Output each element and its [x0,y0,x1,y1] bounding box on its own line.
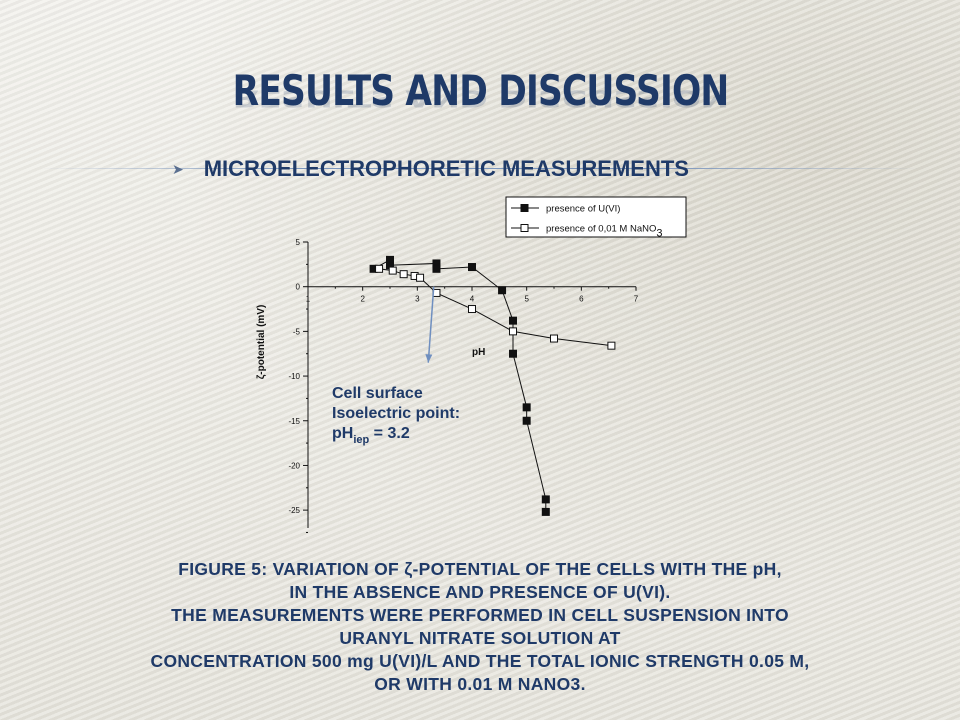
slide-title: RESULTS AND DISCUSSION [232,66,730,115]
data-point-filled [509,349,517,358]
section-heading: MICROELECTROPHORETIC MEASUREMENTS [203,156,689,181]
y-tick-label: -20 [288,461,300,470]
x-tick-label: 4 [470,295,475,304]
x-tick-label: 3 [415,295,420,304]
data-point-open [550,334,558,343]
chevron-right-icon: ➤ [172,160,184,177]
y-tick-label: 5 [296,238,301,247]
y-tick-label: -25 [288,506,300,515]
x-tick-label: 6 [579,295,584,304]
annotation-subscript: iep [353,434,369,446]
data-point-open [607,341,616,350]
annotation-value: pHiep = 3.2 [332,425,410,446]
x-tick-label: 7 [634,295,639,304]
annotation-text: Cell surface [332,385,423,402]
data-point-filled [468,263,476,272]
figure-caption: FIGURE 5: VARIATION OF ζ-POTENTIAL OF TH… [60,558,900,696]
data-point-open [468,305,476,314]
data-point-filled [541,495,550,504]
caption-line: CONCENTRATION 500 mg U(VI)/L AND THE TOT… [150,651,810,671]
annotation-value-suffix: = 3.2 [369,425,410,442]
series-line-2 [379,268,612,347]
x-tick-label: 5 [524,295,529,304]
y-tick-label: -5 [293,327,301,336]
data-point-filled [509,316,517,325]
y-tick-label: -10 [288,372,300,381]
legend-label: presence of U(VI) [546,204,620,215]
data-point-open [375,264,384,273]
data-point-open [509,327,517,336]
x-axis-title: pH [472,347,485,358]
legend-marker [520,224,529,232]
caption-line: IN THE ABSENCE AND PRESENCE OF U(VI). [289,582,671,602]
data-point-filled [522,403,531,412]
title-area: RESULTS AND DISCUSSION RESULTS AND DISCU… [0,60,960,170]
data-point-open [416,273,425,282]
data-point-filled [522,416,531,425]
annotation-arrow-line [427,286,435,363]
caption-line: URANYL NITRATE SOLUTION AT [339,628,621,648]
caption-line: FIGURE 5: VARIATION OF ζ-POTENTIAL OF TH… [178,559,782,579]
caption-line: THE MEASUREMENTS WERE PERFORMED IN CELL … [171,605,789,625]
data-point-filled [498,286,507,295]
legend-subscript: 3 [656,228,662,240]
caption-line: OR WITH 0.01 M NANO3. [374,674,586,694]
data-point-filled [541,507,550,516]
x-tick-label: 1 [306,295,311,304]
legend-marker [520,204,529,212]
legend-box [505,196,687,238]
annotation-text: Isoelectric point: [332,405,460,422]
section-bullet: ➤ MICROELECTROPHORETIC MEASUREMENTS [172,156,689,182]
data-point-filled [432,264,441,273]
y-axis-title: ζ-potential (mV) [256,305,267,380]
y-tick-label: -15 [288,417,300,426]
y-tick-label: 0 [296,283,301,292]
data-point-open [399,270,408,279]
title-divider [40,168,920,169]
annotation-arrow-head [425,354,433,363]
data-point-open [388,266,397,275]
x-tick-label: 2 [360,295,365,304]
